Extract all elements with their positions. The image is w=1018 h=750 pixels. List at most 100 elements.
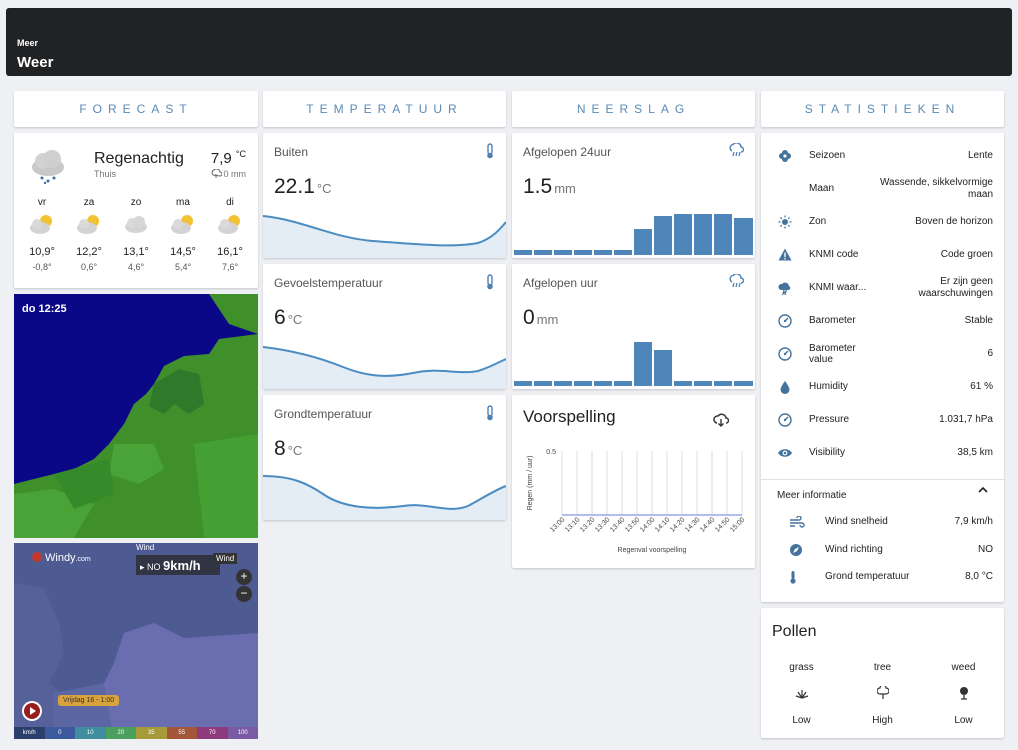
thermometer-icon	[485, 143, 495, 164]
sensor-value: 6 °C	[274, 306, 303, 329]
stat-value: 38,5 km	[957, 446, 993, 458]
header-title: Weer	[17, 54, 54, 71]
stat-row-knmi-waar[interactable]: KNMI waar... Er zijn geen waarschuwingen	[761, 271, 1004, 304]
info-label: Wind richting	[825, 544, 883, 555]
sparkline	[263, 215, 506, 258]
pollen-item-weed: weed Low	[923, 662, 1004, 726]
stat-value: Er zijn geen waarschuwingen	[918, 275, 994, 299]
sensor-title: Gevoelstemperatuur	[274, 276, 383, 290]
stat-value: 6	[987, 347, 993, 359]
stat-row-seizoen[interactable]: Seizoen Lente	[761, 139, 1004, 172]
column-header-neerslag: NEERSLAG	[512, 91, 755, 127]
sensor-title: Grondtemperatuur	[274, 407, 373, 421]
forecast-card[interactable]: Regenachtig Thuis 7,9 °C 0 mm vr 10,9° -…	[14, 133, 258, 288]
info-value: NO	[978, 544, 993, 555]
windy-scale: km/h 0 10 20 35 55 70 100	[14, 727, 258, 739]
stat-label: Seizoen	[809, 150, 846, 161]
divider	[761, 479, 1004, 480]
sun-icon	[761, 215, 809, 229]
header-subtitle: Meer	[17, 38, 39, 48]
tree-icon	[842, 679, 923, 707]
zoom-out-button[interactable]: −	[236, 586, 252, 602]
pollen-card[interactable]: Pollen grass Low tree High weed Low	[761, 608, 1004, 738]
pollen-level: Low	[792, 715, 811, 726]
sensor-card-gevoelstemperatuur[interactable]: Gevoelstemperatuur 6 °C	[263, 264, 506, 389]
x-tick-label: 14:30	[684, 516, 701, 533]
windy-layer-label[interactable]: Wind	[213, 553, 238, 564]
y-axis-label: Regen (mm / uur)	[527, 456, 534, 511]
sensor-value: 8 °C	[274, 437, 303, 460]
rain-forecast-chart: 0.513:0013:1013:2013:3013:4013:5014:0014…	[527, 449, 746, 554]
gauge-icon	[761, 346, 809, 361]
play-icon	[24, 703, 40, 719]
x-tick-label: 13:50	[624, 516, 641, 533]
x-tick-label: 14:40	[699, 516, 716, 533]
pollen-level: High	[872, 715, 893, 726]
stat-row-visibility[interactable]: Visibility 38,5 km	[761, 436, 1004, 469]
voorspelling-card[interactable]: Voorspelling 0.5 13:00 13:10 13:20 13:30 13:4…	[512, 395, 755, 568]
info-value: 7,9 km/h	[954, 516, 993, 527]
x-axis-label: Regenval voorspelling	[618, 547, 687, 554]
stat-label: Humidity	[809, 381, 848, 392]
compass-icon	[761, 543, 825, 557]
zoom-in-button[interactable]: +	[236, 569, 252, 585]
radar-map[interactable]: do 12:25	[14, 294, 258, 538]
stat-label: KNMI code	[809, 249, 859, 260]
stat-value: Wassende, sikkelvormige maan	[879, 176, 993, 200]
sensor-card-afgelopen-24uur[interactable]: Afgelopen 24uur 1.5 mm	[512, 133, 755, 258]
stat-label: Pressure	[809, 414, 850, 425]
partly-cloudy-icon	[69, 212, 109, 238]
stat-label: Zon	[809, 216, 827, 227]
forecast-day: zo 13,1° 4,6°	[116, 197, 156, 272]
rain-icon	[211, 169, 222, 178]
cloudy-icon	[116, 212, 156, 238]
info-row-wind-richting[interactable]: Wind richting NO	[761, 536, 1004, 563]
sensor-card-buiten[interactable]: Buiten 22.1 °C	[263, 133, 506, 258]
x-tick-label: 13:30	[594, 516, 611, 533]
gauge-icon	[761, 412, 809, 427]
sensor-title: Buiten	[274, 145, 309, 159]
stat-label: Barometer value	[809, 342, 856, 365]
stat-label: KNMI waar...	[809, 282, 867, 293]
flower-icon	[761, 149, 809, 163]
water-drop-icon	[761, 380, 809, 394]
forecast-temperature: 7,9 °C	[210, 149, 246, 167]
statistics-card[interactable]: Seizoen Lente Maan Wassende, sikkelvormige …	[761, 133, 1004, 602]
thermometer-icon	[485, 405, 495, 426]
pollen-level: Low	[954, 715, 973, 726]
sensor-card-afgelopen-uur[interactable]: Afgelopen uur 0 mm	[512, 264, 755, 389]
radar-map-image	[14, 294, 258, 538]
stat-label: Barometer	[809, 315, 856, 326]
sensor-value: 22.1 °C	[274, 175, 332, 198]
meer-informatie-header[interactable]: Meer informatie	[777, 490, 847, 501]
sensor-card-grondtemperatuur[interactable]: Grondtemperatuur 8 °C	[263, 395, 506, 520]
chevron-up-icon[interactable]	[978, 483, 988, 497]
stat-row-humidity[interactable]: Humidity 61 %	[761, 370, 1004, 403]
x-tick-label: 13:00	[549, 516, 566, 533]
play-button[interactable]	[22, 701, 42, 721]
windy-map[interactable]: Windy.com Wind ▸ NO 9km/h Wind + − Vrijd…	[14, 543, 258, 739]
stat-value: Code groen	[940, 248, 993, 260]
stat-row-knmi-code[interactable]: KNMI code Code groen	[761, 238, 1004, 271]
weather-alert-icon	[761, 281, 809, 295]
x-tick-label: 15:00	[729, 516, 746, 533]
stat-row-maan[interactable]: Maan Wassende, sikkelvormige maan	[761, 172, 1004, 205]
stat-row-zon[interactable]: Zon Boven de horizon	[761, 205, 1004, 238]
column-header-statistieken: STATISTIEKEN	[761, 91, 1004, 127]
gauge-icon	[761, 313, 809, 328]
stat-row-pressure[interactable]: Pressure 1.031,7 hPa	[761, 403, 1004, 436]
rain-bars	[514, 342, 753, 386]
pollen-item-tree: tree High	[842, 662, 923, 726]
grass-icon	[761, 679, 842, 707]
pollen-title: Pollen	[772, 623, 817, 640]
windy-map-image	[14, 543, 258, 739]
info-row-wind-snelheid[interactable]: Wind snelheid 7,9 km/h	[761, 508, 1004, 535]
stat-row-barometer-value[interactable]: Barometer value 6	[761, 337, 1004, 370]
x-tick-label: 14:50	[714, 516, 731, 533]
info-value: 8,0 °C	[965, 571, 993, 582]
stat-row-barometer[interactable]: Barometer Stable	[761, 304, 1004, 337]
info-row-grond-temperatuur[interactable]: Grond temperatuur 8,0 °C	[761, 563, 1004, 590]
column-header-temperatuur: TEMPERATUUR	[263, 91, 506, 127]
thermometer-icon	[761, 570, 825, 584]
stat-value: Stable	[964, 314, 993, 326]
